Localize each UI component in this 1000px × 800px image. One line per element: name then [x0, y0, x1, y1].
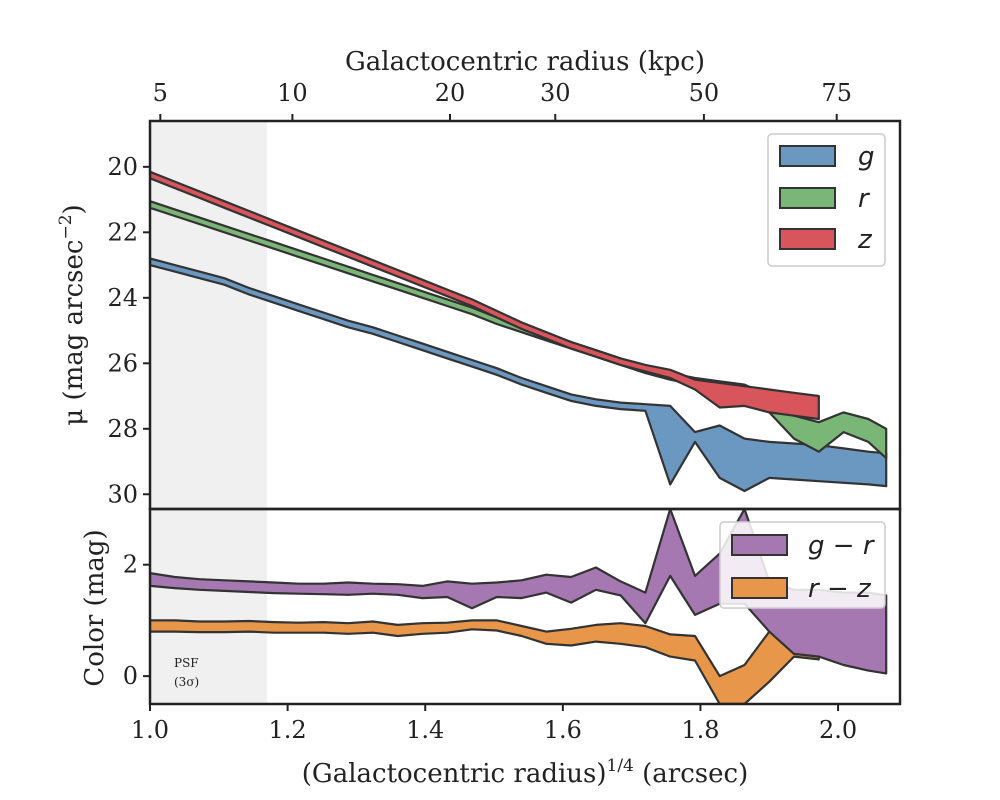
legend-swatch-g-r [731, 534, 788, 556]
band-g [150, 257, 888, 493]
ytick-label-bottom-0: 0 [123, 662, 138, 690]
xtick-label-1.6: 1.6 [544, 716, 582, 744]
ytick-label-top-26: 26 [107, 349, 138, 377]
top-xtick-label-30: 30 [540, 79, 571, 107]
x-axis-title-main: (Galactocentric radius) [302, 759, 607, 789]
top-xtick-label-20: 20 [435, 79, 466, 107]
xtick-label-1.8: 1.8 [681, 716, 719, 744]
color-bands [150, 509, 888, 704]
band-r [150, 200, 888, 460]
ytick-label-bottom-2: 2 [123, 551, 138, 579]
xtick-label-1.4: 1.4 [406, 716, 444, 744]
legend-label-g: g [858, 142, 875, 172]
legend-label-g-r: g − r [808, 531, 876, 561]
axis-ticks: 20 22 24 26 28 30 0 2 1.0 1.2 1.4 1.6 1.8 2.0 5 10 20 30 5… [107, 79, 857, 744]
xtick-label-1.2: 1.2 [269, 716, 307, 744]
x-axis-title-unit: (arcsec) [634, 759, 748, 789]
ytick-label-top-22: 22 [107, 218, 138, 246]
legend-swatch-r [779, 187, 836, 209]
ytick-label-top-24: 24 [107, 284, 138, 312]
top-xtick-label-5: 5 [153, 79, 168, 107]
y-axis-title-top: μ (mag arcsec−2) [56, 204, 89, 425]
legend-top: g r z [767, 133, 886, 267]
top-xtick-label-50: 50 [689, 79, 720, 107]
legend-label-z: z [857, 225, 873, 255]
y-axis-title-bottom: Color (mag) [80, 529, 110, 686]
bottom-panel-frame [148, 507, 902, 706]
band-z [150, 170, 820, 421]
psf-label: PSF [174, 656, 199, 670]
y-axis-title-main: μ (mag arcsec [59, 240, 89, 426]
xtick-label-1: 1.0 [131, 716, 169, 744]
psf-region-bottom [150, 509, 267, 704]
band-r-z [150, 591, 820, 704]
top-x-axis-title: Galactocentric radius (kpc) [345, 47, 705, 77]
ytick-label-top-28: 28 [107, 415, 138, 443]
legend-swatch-g [779, 145, 836, 167]
legend-swatch-z [779, 228, 836, 250]
y-axis-title-sup: −2 [56, 214, 76, 239]
ytick-label-top-30: 30 [107, 480, 138, 508]
surface-brightness-bands [150, 170, 888, 493]
legend-bottom: g − r r − z [719, 521, 886, 609]
legend-label-r: r [858, 184, 871, 214]
y-axis-title-end: ) [59, 204, 89, 214]
legend-swatch-r-z [731, 577, 788, 599]
top-xtick-label-75: 75 [821, 79, 852, 107]
legend-label-r-z: r − z [808, 574, 872, 604]
band-g-r [150, 509, 888, 675]
x-axis-title-sup: 1/4 [607, 756, 634, 776]
xtick-label-2: 2.0 [819, 716, 857, 744]
x-axis-title: (Galactocentric radius)1/4 (arcsec) [302, 756, 748, 789]
ytick-label-top-20: 20 [107, 153, 138, 181]
top-xtick-label-10: 10 [277, 79, 308, 107]
psf-sigma-label: (3σ) [174, 675, 199, 689]
